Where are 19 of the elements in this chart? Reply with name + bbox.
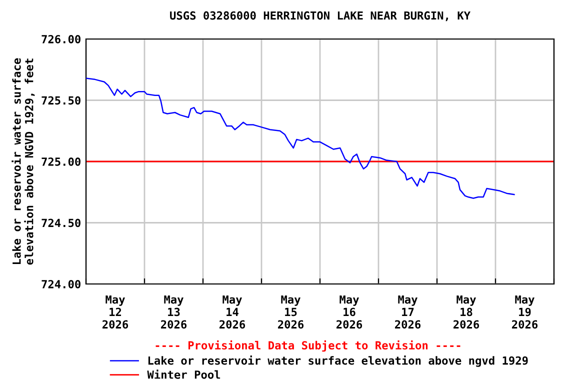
x-tick-label: May 13 2026 [160, 295, 187, 329]
x-tick-label: May 19 2026 [512, 295, 538, 329]
legend-label: Winter Pool [147, 370, 220, 379]
x-tick-label: May 12 2026 [102, 295, 128, 329]
x-tick-label: May 18 2026 [453, 295, 480, 329]
x-tick-label: May 17 2026 [394, 295, 421, 329]
y-tick-label: 724.00 [42, 280, 80, 288]
x-tick-label: May 14 2026 [219, 295, 246, 329]
legend-label: Lake or reservoir water surface elevation above ngvd 1929 [148, 356, 528, 367]
x-tick-label: May 16 2026 [336, 295, 362, 329]
y-axis-title: Lake or reservoir water surface elevation above NGVD 1929, feet [12, 58, 35, 265]
x-tick-label: May 15 2026 [278, 295, 304, 329]
y-tick-label: 725.00 [42, 157, 80, 166]
y-tick-label: 726.00 [42, 34, 80, 44]
y-tick-label: 724.50 [42, 218, 80, 228]
chart-title: USGS 03286000 HERRINGTON LAKE NEAR BURGIN, KY [170, 11, 470, 22]
text: ---- Provisional Data Subject to Revision ---- [156, 340, 460, 352]
y-tick-label: 725.50 [42, 96, 80, 105]
line-series [86, 78, 515, 199]
